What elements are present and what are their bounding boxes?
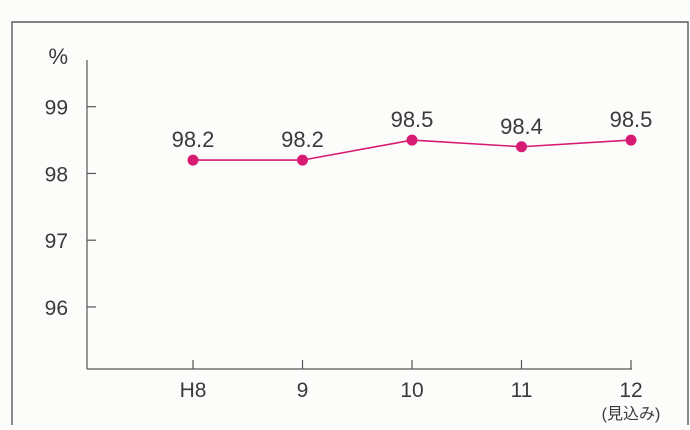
data-label: 98.2 bbox=[281, 127, 324, 152]
x-tick-label: H8 bbox=[180, 379, 207, 402]
data-point bbox=[187, 154, 199, 166]
x-tick-label: 10 bbox=[400, 379, 423, 402]
x-ticks: H8 9 10 11 12 (見込み) bbox=[180, 360, 661, 423]
x-tick-label: 12 bbox=[619, 379, 642, 402]
data-point bbox=[297, 154, 308, 166]
x-tick-label: 11 bbox=[511, 379, 533, 402]
data-point bbox=[516, 141, 527, 153]
y-tick-label: 98 bbox=[45, 163, 68, 186]
data-label: 98.5 bbox=[610, 107, 653, 132]
y-axis-unit: % bbox=[48, 44, 68, 69]
data-label: 98.4 bbox=[500, 114, 543, 139]
x-tick-sublabel: (見込み) bbox=[602, 405, 661, 423]
data-point bbox=[625, 134, 637, 146]
series-layer: 98.2 98.2 98.5 98.4 98.5 bbox=[172, 107, 653, 166]
chart-frame bbox=[11, 21, 689, 425]
y-tick-label: 99 bbox=[45, 97, 68, 120]
y-tick-label: 96 bbox=[45, 297, 68, 320]
x-tick-label: 9 bbox=[297, 379, 309, 402]
y-tick-label: 97 bbox=[45, 230, 68, 253]
y-ticks: 96 97 98 99 bbox=[45, 97, 96, 320]
data-label: 98.2 bbox=[172, 127, 215, 152]
data-label: 98.5 bbox=[391, 107, 434, 132]
data-point bbox=[406, 134, 418, 146]
